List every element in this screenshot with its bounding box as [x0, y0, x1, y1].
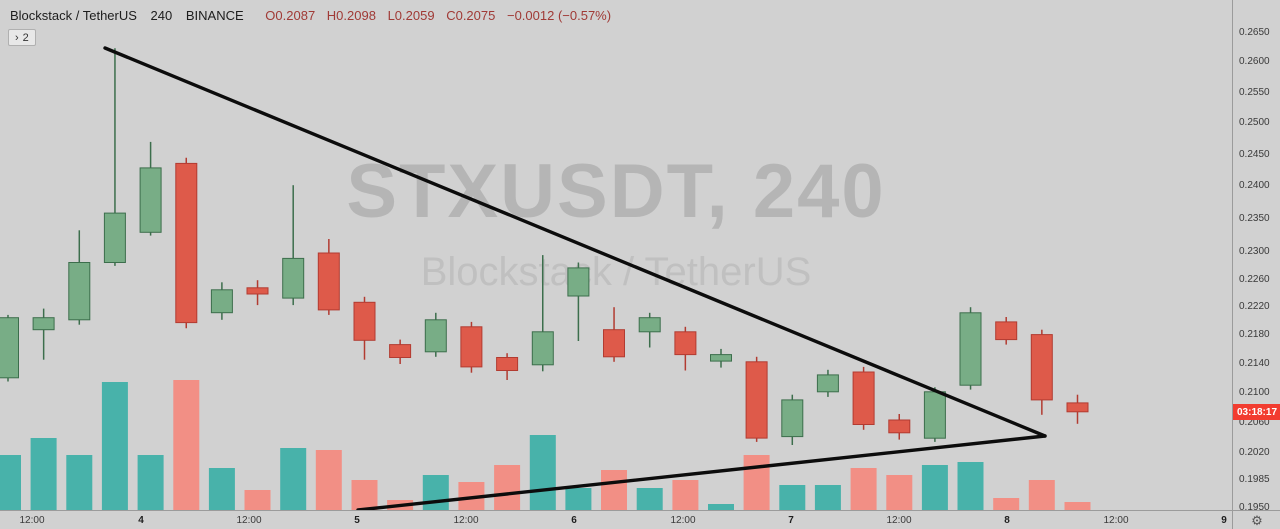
time-axis-label: 12:00 [670, 515, 696, 526]
price-axis-label: 0.2650 [1239, 27, 1270, 38]
interval-value[interactable]: 240 [150, 8, 173, 23]
price-axis-label: 0.2100 [1239, 387, 1270, 398]
gear-icon[interactable]: ⚙ [1251, 513, 1263, 528]
price-axis-label: 0.2350 [1239, 213, 1270, 224]
candlestick-svg[interactable] [0, 0, 1232, 510]
time-axis-label: 6 [571, 515, 577, 526]
time-axis-label: 12:00 [1103, 515, 1129, 526]
time-axis-label: 12:00 [236, 515, 262, 526]
price-axis-label: 0.2020 [1239, 447, 1270, 458]
ohlc-high: H0.2098 [326, 8, 376, 23]
price-axis-label: 0.2060 [1239, 417, 1270, 428]
drawings-count: 2 [22, 31, 29, 44]
price-axis-label: 0.2500 [1239, 117, 1270, 128]
chart-canvas[interactable]: STXUSDT, 240 Blockstack / TetherUS Block… [0, 0, 1232, 510]
price-axis-label: 0.1985 [1239, 474, 1270, 485]
chevron-right-icon: › [15, 31, 19, 44]
price-axis-label: 0.2140 [1239, 358, 1270, 369]
exchange-name[interactable]: BINANCE [185, 8, 244, 23]
price-axis-label: 0.2600 [1239, 56, 1270, 67]
time-axis-label: 7 [788, 515, 794, 526]
price-chart[interactable] [0, 0, 1232, 510]
time-axis-label: 5 [354, 515, 360, 526]
price-axis[interactable]: 03:18:17 0.2650 0.2600 0.2550 0.2500 0.2450 0… [1232, 0, 1280, 513]
time-axis-label: 4 [138, 515, 144, 526]
time-axis[interactable]: 12:00 4 12:00 5 12:00 6 12:00 7 12:00 8 12:00 9 [0, 510, 1232, 529]
ohlc-close: C0.2075 [446, 8, 496, 23]
drawings-badge[interactable]: › 2 [8, 29, 36, 46]
price-axis-label: 0.2220 [1239, 301, 1270, 312]
time-axis-label: 12:00 [453, 515, 479, 526]
axis-corner: ⚙ [1232, 510, 1280, 529]
price-axis-label: 0.2260 [1239, 274, 1270, 285]
price-axis-label: 0.2400 [1239, 180, 1270, 191]
price-axis-label: 0.2300 [1239, 246, 1270, 257]
countdown-badge: 03:18:17 [1233, 404, 1280, 420]
countdown-text: 03:18:17 [1236, 406, 1278, 418]
symbol-header: Blockstack / TetherUS 240 BINANCE O0.208… [10, 8, 611, 23]
time-axis-label: 12:00 [19, 515, 45, 526]
price-axis-label: 0.2180 [1239, 329, 1270, 340]
ohlc-change: −0.0012 (−0.57%) [506, 8, 612, 23]
price-axis-label: 0.1950 [1239, 502, 1270, 513]
ohlc-low: L0.2059 [387, 8, 435, 23]
price-axis-label: 0.2550 [1239, 87, 1270, 98]
price-axis-label: 0.2450 [1239, 149, 1270, 160]
time-axis-label: 12:00 [886, 515, 912, 526]
symbol-title[interactable]: Blockstack / TetherUS [10, 8, 137, 23]
time-axis-label: 9 [1221, 515, 1227, 526]
ohlc-open: O0.2087 [265, 8, 316, 23]
time-axis-label: 8 [1004, 515, 1010, 526]
